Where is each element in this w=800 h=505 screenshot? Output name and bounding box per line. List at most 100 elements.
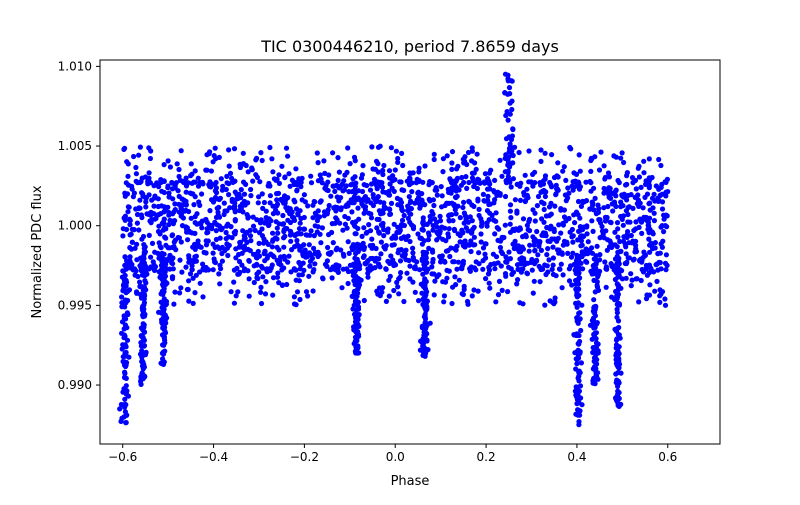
transit-point	[577, 275, 583, 281]
data-point	[162, 234, 168, 240]
data-point	[267, 144, 273, 151]
data-point	[252, 227, 258, 234]
data-point	[377, 179, 383, 185]
data-point	[231, 267, 237, 273]
data-point	[628, 192, 634, 198]
x-tick-label: −0.6	[108, 450, 137, 464]
data-point	[216, 271, 222, 277]
data-point	[374, 216, 380, 222]
data-point	[661, 212, 667, 218]
data-point	[241, 191, 248, 197]
data-point	[286, 253, 292, 259]
data-point	[633, 242, 639, 248]
data-point	[550, 262, 556, 268]
data-point	[270, 292, 276, 298]
transit-point	[159, 304, 165, 311]
data-point	[506, 249, 512, 255]
data-point	[404, 270, 410, 276]
data-point	[427, 213, 433, 220]
transit-point	[119, 294, 125, 300]
data-point	[639, 259, 645, 265]
data-point	[492, 177, 498, 183]
data-point	[184, 286, 190, 293]
data-point	[161, 209, 167, 215]
data-point	[228, 289, 234, 295]
data-point	[274, 202, 280, 208]
data-point	[524, 186, 530, 192]
data-point	[419, 241, 425, 247]
data-point	[186, 298, 192, 304]
data-point	[466, 179, 472, 186]
data-point	[464, 298, 471, 305]
transit-point	[141, 361, 147, 367]
data-point	[651, 191, 657, 197]
transit-point	[593, 375, 599, 381]
data-point	[170, 266, 176, 272]
data-point	[367, 228, 374, 234]
data-point	[183, 175, 189, 181]
transit-point	[138, 325, 144, 331]
data-point	[220, 183, 226, 189]
data-point	[231, 179, 237, 185]
data-point	[142, 194, 148, 201]
data-point	[226, 147, 232, 153]
data-point	[549, 184, 555, 190]
axis-ticks: −0.6 −0.4 −0.2 0.0 0.2 0.4 0.6 0.990 0.995 1.000 1…	[58, 59, 678, 464]
data-point	[174, 161, 180, 167]
data-point	[651, 210, 657, 216]
data-point	[123, 226, 130, 233]
data-point	[124, 159, 130, 165]
data-point	[157, 243, 163, 249]
data-point	[367, 187, 374, 193]
data-point	[580, 199, 586, 206]
data-point	[120, 233, 126, 239]
data-point	[460, 291, 466, 298]
data-point	[197, 220, 203, 226]
data-point	[401, 187, 407, 193]
data-point	[178, 148, 184, 154]
data-point	[276, 172, 282, 178]
data-point	[399, 150, 405, 156]
transit-point	[160, 280, 166, 287]
data-point	[344, 225, 350, 231]
data-point	[606, 174, 613, 180]
data-point	[151, 203, 157, 209]
data-point	[178, 285, 184, 291]
data-point	[179, 269, 185, 275]
data-point	[233, 293, 239, 299]
transit-point	[352, 255, 358, 261]
transit-point	[616, 365, 622, 371]
data-point	[608, 195, 614, 201]
data-point	[256, 269, 262, 275]
data-point	[180, 178, 186, 184]
data-point	[654, 278, 660, 284]
transit-point	[578, 327, 584, 334]
data-point	[181, 202, 187, 208]
data-point	[388, 200, 395, 206]
data-point	[378, 239, 384, 245]
data-point	[615, 234, 621, 240]
transit-point	[123, 282, 129, 288]
data-point	[208, 168, 214, 174]
data-point	[269, 262, 275, 268]
data-point	[532, 180, 538, 186]
transit-point	[122, 401, 128, 407]
data-point	[176, 166, 182, 173]
data-point	[281, 244, 287, 250]
data-point	[190, 300, 196, 306]
transit-point	[576, 310, 582, 316]
data-point	[624, 181, 630, 187]
data-point	[474, 151, 480, 157]
data-point	[647, 177, 653, 183]
data-point	[394, 279, 400, 285]
data-point	[149, 211, 155, 217]
data-point	[441, 299, 447, 305]
data-point	[445, 231, 451, 237]
data-point	[340, 227, 346, 233]
data-point	[639, 266, 645, 273]
data-point	[538, 247, 545, 253]
data-point	[497, 191, 503, 197]
data-point	[367, 267, 373, 273]
data-point	[369, 144, 375, 150]
data-point	[555, 160, 561, 166]
